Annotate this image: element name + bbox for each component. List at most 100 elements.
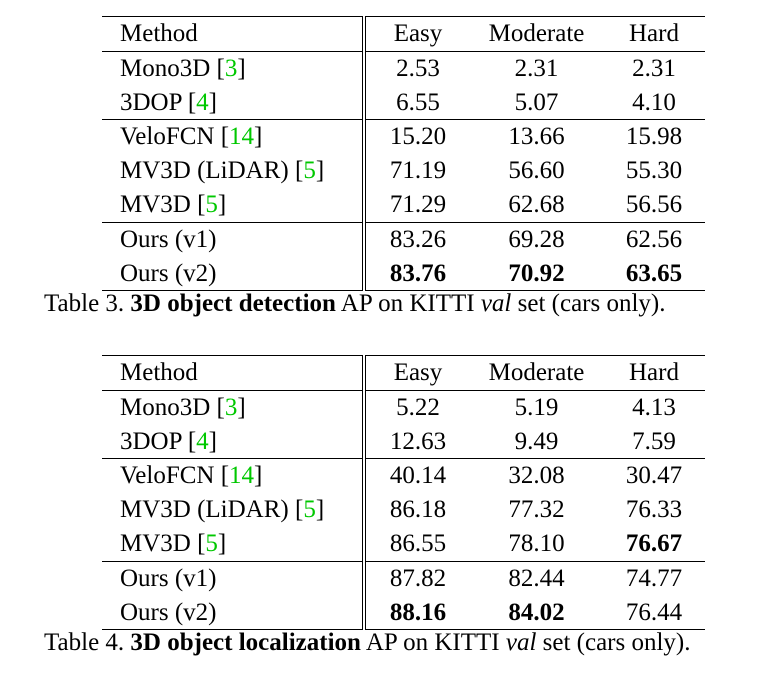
method-cell: Mono3D [3] <box>102 390 366 425</box>
caption-end: set (cars only). <box>542 629 691 656</box>
method-name: MV3D (LiDAR) <box>120 496 289 524</box>
table-row: VeloFCN [14] 15.20 13.66 15.98 <box>102 119 705 155</box>
table-row: Mono3D [3] 2.53 2.31 2.31 <box>102 51 705 86</box>
hard-cell: 74.77 <box>603 560 705 596</box>
citation-link[interactable]: 5 <box>205 190 218 218</box>
citation-link[interactable]: 4 <box>196 88 209 116</box>
method-cell: MV3D (LiDAR) [5] <box>102 493 366 527</box>
caption-bold: 3D object localization <box>130 629 361 656</box>
table-row: Ours (v1) 83.26 69.28 62.56 <box>102 221 705 257</box>
easy-cell-best: 88.16 <box>364 595 470 631</box>
hard-cell: 76.33 <box>625 496 683 524</box>
easy-cell: 87.82 <box>364 560 470 596</box>
method-name: Mono3D <box>120 393 211 421</box>
method-cell: Ours (v2) <box>102 256 366 292</box>
easy-cell: 2.53 <box>396 54 440 82</box>
header-method: Method <box>102 16 366 52</box>
table-row: Mono3D [3] 5.22 5.19 4.13 <box>102 390 705 425</box>
method-name: VeloFCN <box>120 462 215 490</box>
caption-mid: AP on KITTI <box>340 290 475 317</box>
moderate-cell: 82.44 <box>470 560 603 596</box>
moderate-cell-best: 84.02 <box>470 595 603 631</box>
hard-cell: 7.59 <box>632 427 676 455</box>
table-row: MV3D [5] 71.29 62.68 56.56 <box>102 187 705 223</box>
method-name: MV3D (LiDAR) <box>120 157 289 185</box>
hard-cell: 56.56 <box>625 190 683 218</box>
moderate-cell: 5.19 <box>514 393 559 421</box>
citation-link[interactable]: 5 <box>205 529 218 557</box>
caption-mid: AP on KITTI <box>365 629 500 656</box>
moderate-cell: 5.07 <box>514 88 559 116</box>
moderate-cell: 56.60 <box>508 157 565 185</box>
hard-cell: 15.98 <box>603 119 705 155</box>
easy-cell: 40.14 <box>364 458 470 494</box>
table-row: Ours (v2) 88.16 84.02 76.44 <box>102 595 705 631</box>
method-cell: Ours (v1) <box>102 560 366 596</box>
method-name: 3DOP <box>120 427 182 455</box>
table-4-grid: Method Easy Moderate Hard Mono3D [3] 5.2… <box>102 355 705 631</box>
method-cell: VeloFCN [14] <box>102 458 366 494</box>
hard-cell: 62.56 <box>603 221 705 257</box>
method-cell: Ours (v1) <box>102 221 366 257</box>
easy-cell: 83.26 <box>364 221 470 257</box>
easy-cell: 15.20 <box>364 119 470 155</box>
method-cell: MV3D [5] <box>102 526 366 562</box>
header-method: Method <box>102 355 366 391</box>
easy-cell: 86.18 <box>389 496 447 524</box>
method-cell: MV3D [5] <box>102 187 366 223</box>
citation-link[interactable]: 14 <box>229 123 255 151</box>
method-cell: Mono3D [3] <box>102 51 366 86</box>
method-cell: 3DOP [4] <box>102 85 366 120</box>
easy-cell: 71.19 <box>389 157 447 185</box>
method-name: MV3D <box>120 190 191 218</box>
caption-italic: val <box>505 629 537 656</box>
hard-cell-best: 76.67 <box>625 529 683 557</box>
table-3-caption: Table 3. 3D object detection AP on KITTI… <box>44 289 666 319</box>
moderate-cell: 2.31 <box>514 54 559 82</box>
header-easy: Easy <box>364 16 470 52</box>
table-row: MV3D (LiDAR) [5] 86.18 77.32 76.33 <box>102 493 705 527</box>
table-4-header-row: Method Easy Moderate Hard <box>102 355 705 391</box>
method-cell: 3DOP [4] <box>102 424 366 459</box>
citation-link[interactable]: 3 <box>224 393 238 421</box>
method-name: Mono3D <box>120 54 211 82</box>
easy-cell: 6.55 <box>396 88 440 116</box>
moderate-cell: 62.68 <box>508 190 565 218</box>
easy-cell: 71.29 <box>389 190 447 218</box>
table-3-grid: Method Easy Moderate Hard Mono3D [3] 2.5… <box>102 16 705 292</box>
hard-cell: 30.47 <box>603 458 705 494</box>
method-name: MV3D <box>120 529 191 557</box>
easy-cell: 86.55 <box>389 529 447 557</box>
method-cell: Ours (v2) <box>102 595 366 631</box>
easy-cell-best: 83.76 <box>364 256 470 292</box>
citation-link[interactable]: 4 <box>196 427 209 455</box>
method-name: VeloFCN <box>120 123 215 151</box>
table-row: 3DOP [4] 12.63 9.49 7.59 <box>102 424 705 459</box>
caption-italic: val <box>480 290 512 317</box>
caption-label: Table 3. <box>44 290 125 317</box>
citation-link[interactable]: 5 <box>303 496 316 524</box>
hard-cell: 2.31 <box>632 54 676 82</box>
moderate-cell: 77.32 <box>508 496 565 524</box>
hard-cell: 4.10 <box>632 88 676 116</box>
hard-cell: 4.13 <box>632 393 676 421</box>
citation-link[interactable]: 5 <box>303 157 316 185</box>
header-moderate: Moderate <box>470 355 603 391</box>
table-4-caption: Table 4. 3D object localization AP on KI… <box>44 628 691 658</box>
table-3: Method Easy Moderate Hard Mono3D [3] 2.5… <box>102 16 705 292</box>
header-moderate: Moderate <box>470 16 603 52</box>
table-4: Method Easy Moderate Hard Mono3D [3] 5.2… <box>102 355 705 631</box>
moderate-cell: 13.66 <box>470 119 603 155</box>
table-row: Ours (v2) 83.76 70.92 63.65 <box>102 256 705 292</box>
hard-cell: 55.30 <box>625 157 683 185</box>
table-row: MV3D [5] 86.55 78.10 76.67 <box>102 526 705 562</box>
easy-cell: 12.63 <box>389 427 447 455</box>
moderate-cell-best: 70.92 <box>470 256 603 292</box>
citation-link[interactable]: 3 <box>224 54 238 82</box>
hard-cell: 76.44 <box>603 595 705 631</box>
moderate-cell: 9.49 <box>514 427 559 455</box>
citation-link[interactable]: 14 <box>229 462 255 490</box>
caption-end: set (cars only). <box>517 290 666 317</box>
hard-cell-best: 63.65 <box>603 256 705 292</box>
caption-bold: 3D object detection <box>130 290 336 317</box>
